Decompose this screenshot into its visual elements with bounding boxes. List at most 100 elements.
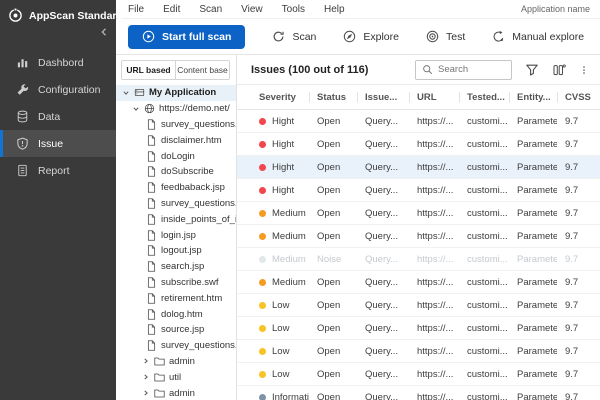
status-cell: Noise [317,253,342,265]
column-header-url[interactable]: URL [409,92,459,103]
menu-item-view[interactable]: View [241,3,263,15]
menu-item-tools[interactable]: Tools [281,3,306,15]
tree-item[interactable]: admin [116,354,236,370]
sidebar-item-configuration[interactable]: Configuration [0,76,116,103]
column-header-tested[interactable]: Tested... [459,92,509,103]
issue-type-cell: Query... [365,230,399,242]
start-full-scan-button[interactable]: Start full scan [128,24,246,49]
sidebar-header: AppScan Standard [0,0,123,27]
tree-item-label: doLogin [161,150,195,162]
menu-item-file[interactable]: File [128,3,145,15]
tree-item[interactable]: util [116,369,236,385]
tree-item[interactable]: subscribe.swf [116,275,236,291]
sidebar-item-issue[interactable]: Issue [0,130,116,157]
test-button[interactable]: Test [426,30,465,43]
explore-button[interactable]: Explore [343,30,399,43]
tree-item-label: search.jsp [161,261,205,273]
column-header-severity[interactable]: Severity [259,91,296,103]
tree-item[interactable]: My Application [116,85,236,101]
column-header-cvss[interactable]: CVSS [557,92,600,103]
issue-row[interactable]: Hight Open Query... https://... customi.… [237,156,600,179]
status-cell: Open [317,299,341,311]
status-cell: Open [317,161,341,173]
tree-item[interactable]: search.jsp [116,259,236,275]
menu-item-scan[interactable]: Scan [199,3,223,15]
tested-cell: customi... [467,230,508,242]
file-icon [146,293,157,304]
issue-row[interactable]: Low Open Query... https://... customi...… [237,294,600,317]
main-area: File Edit Scan View Tools Help Application na… [116,0,600,400]
sidebar-item-dashbord[interactable]: Dashbord [0,49,116,76]
tree-item[interactable]: survey_questions.jsp [116,117,236,133]
severity-cell: Medium [251,277,309,288]
tree-item[interactable]: https://demo.net/ [116,101,236,117]
start-full-scan-label: Start full scan [162,30,232,43]
url-cell: https://... [417,207,454,219]
sidebar-collapse-button[interactable] [99,27,109,37]
sidebar-item-data[interactable]: Data [0,103,116,130]
issue-row[interactable]: Medium Open Query... https://... customi… [237,202,600,225]
tree-item[interactable]: feedbaback.jsp [116,180,236,196]
issue-row[interactable]: Medium Open Query... https://... customi… [237,225,600,248]
search-input[interactable] [438,64,505,75]
cvss-cell: 9.7 [565,345,579,357]
severity-label: Medium [272,230,306,242]
app-icon [134,87,145,98]
tree-item[interactable]: admin [116,385,236,400]
url-cell: https://... [417,299,454,311]
file-icon [146,119,157,130]
tree-item[interactable]: retirement.htm [116,290,236,306]
issue-row[interactable]: Hight Open Query... https://... customi.… [237,179,600,202]
file-icon [146,182,157,193]
column-header-status[interactable]: Status [309,92,357,103]
tree-item[interactable]: inside_points_of_inter [116,211,236,227]
entity-cell: Parameter [517,161,557,173]
filter-icon[interactable] [525,63,539,77]
file-icon [146,340,157,351]
more-options-icon[interactable] [579,63,589,77]
issue-type-cell: Query... [365,276,399,288]
issue-row[interactable]: Low Open Query... https://... customi...… [237,340,600,363]
sidebar-item-label: Issue [38,137,64,150]
entity-cell: Parameter [517,322,557,334]
column-settings-icon[interactable] [552,63,566,77]
tree-item-label: logout.jsp [161,245,202,257]
search-box[interactable] [415,59,512,80]
issue-row[interactable]: Low Open Query... https://... customi...… [237,317,600,340]
tree-item[interactable]: login.jsp [116,227,236,243]
tree-item[interactable]: source.jsp [116,322,236,338]
tree-item[interactable]: doSubscribe [116,164,236,180]
issue-type-cell: Query... [365,299,399,311]
tested-cell: customi... [467,184,508,196]
menu-item-help[interactable]: Help [324,3,345,15]
play-circle-icon [142,30,155,43]
tree-item[interactable]: survey_questions.jsp [116,338,236,354]
manual-explore-button[interactable]: Manual explore [492,30,584,43]
menu-item-edit[interactable]: Edit [163,3,181,15]
severity-dot-icon [259,278,266,286]
file-icon [146,324,157,335]
tree-item[interactable]: disclaimer.htm [116,132,236,148]
tab-content-base[interactable]: Content base [175,61,229,79]
sidebar-item-report[interactable]: Report [0,157,116,184]
tree-item[interactable]: logout.jsp [116,243,236,259]
content-area: URL based Content base My Application htt… [116,55,600,400]
issue-row[interactable]: Hight Open Query... https://... customi.… [237,133,600,156]
tree-item[interactable]: doLogin [116,148,236,164]
column-header-issue[interactable]: Issue... [357,92,409,103]
tree-item[interactable]: dolog.htm [116,306,236,322]
cvss-cell: 9.7 [565,230,579,242]
issue-row[interactable]: Low Open Query... https://... customi...… [237,363,600,386]
scan-button[interactable]: Scan [272,30,316,43]
issue-row[interactable]: Informatic Open Query... https://... cus… [237,386,600,400]
tree-item[interactable]: survey_questions.jsp [116,196,236,212]
issue-row[interactable]: Hight Open Query... https://... customi.… [237,110,600,133]
issue-row[interactable]: Medium Noise Query... https://... custom… [237,248,600,271]
severity-dot-icon [259,370,266,378]
status-cell: Open [317,115,341,127]
tab-url-based[interactable]: URL based [122,61,175,79]
tested-cell: customi... [467,138,508,150]
sidebar-item-label: Configuration [38,83,101,96]
column-header-entity[interactable]: Entity... [509,92,557,103]
issue-row[interactable]: Medium Open Query... https://... customi… [237,271,600,294]
